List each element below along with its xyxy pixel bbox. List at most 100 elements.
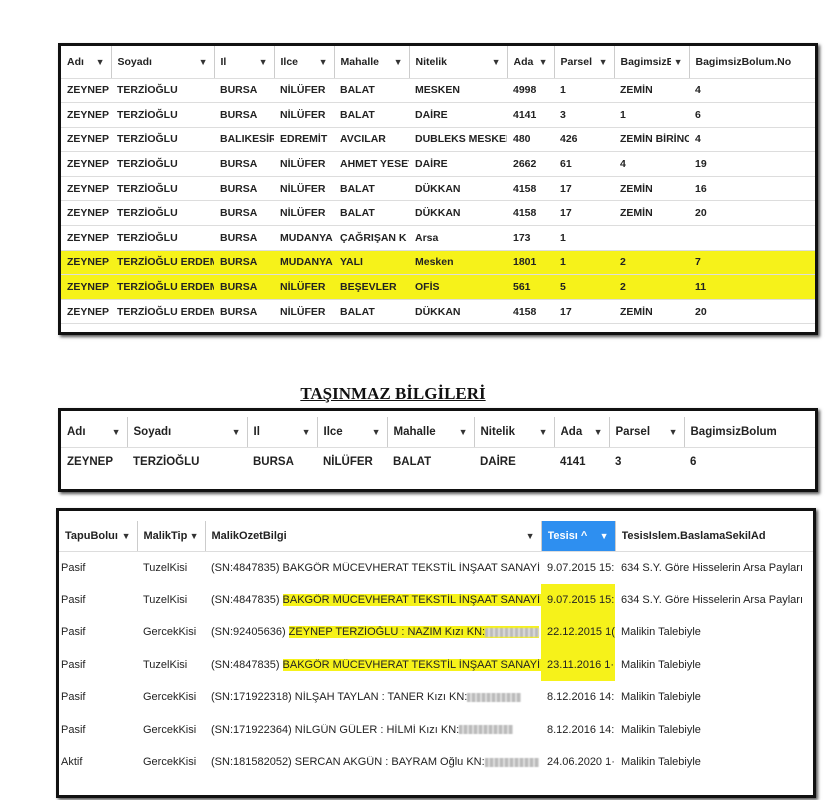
column-header-label: Ada bbox=[560, 425, 583, 438]
cell-bagimsizbolum-no: 16 bbox=[689, 176, 815, 202]
table-row[interactable]: Pasif TuzelKisi (SN:4847835) BAKGÖR MÜCEVH… bbox=[59, 551, 813, 584]
cell-ilce: NİLÜFER bbox=[274, 102, 334, 128]
column-header-tapubolu[interactable]: TapuBoluı ▼ bbox=[59, 521, 138, 552]
table-row[interactable]: Pasif TuzelKisi (SN:4847835) BAKGÖR MÜCEVH… bbox=[59, 583, 813, 616]
cell-tesis-tarih: 8.12.2016 14: bbox=[547, 723, 615, 736]
filter-icon[interactable]: ▼ bbox=[525, 530, 535, 541]
cell-malik-tip: TuzelKisi bbox=[143, 561, 188, 574]
column-header-content: Ilce ▼ bbox=[281, 56, 334, 68]
cell-nitelik: DÜKKAN bbox=[409, 200, 507, 227]
owner-summary-text: BAKGÖR MÜCEVHERAT TEKSTİL İNŞAAT SANAYİ … bbox=[282, 561, 541, 574]
filter-icon[interactable]: ▼ bbox=[491, 56, 501, 67]
cell-tapu-bolum: Pasif bbox=[61, 561, 86, 574]
table-row[interactable]: Pasif GercekKisi (SN:171922318) NİLŞAH TAY… bbox=[59, 681, 813, 714]
column-header-parsel[interactable]: Parsel ▼ bbox=[554, 46, 615, 79]
table-row[interactable]: ZEYNEP TERZİOĞLU BALIKESİR EDREMİT AVCILAR DU… bbox=[61, 127, 815, 153]
table-row[interactable]: ZEYNEP TERZİOĞLU BURSA NİLÜFER BALAT DAİRE 414… bbox=[61, 102, 815, 128]
column-header-tesisislem-baslamasekilad[interactable]: TesisIslem.BaslamaSekilAd bbox=[615, 521, 813, 552]
table-row[interactable]: ZEYNEP TERZİOĞLU BURSA NİLÜFER BALAT DAİRE 414… bbox=[61, 447, 815, 477]
filter-icon[interactable]: ▼ bbox=[458, 426, 468, 437]
column-header-mahalle[interactable]: Mahalle ▼ bbox=[334, 46, 410, 79]
filter-icon[interactable]: ▼ bbox=[593, 426, 603, 437]
filter-icon[interactable]: ▼ bbox=[95, 56, 105, 67]
column-header-ilce[interactable]: Ilce ▼ bbox=[317, 417, 388, 448]
filter-icon[interactable]: ▼ bbox=[599, 530, 609, 541]
column-header-content: Ilce ▼ bbox=[324, 426, 387, 438]
cell-soyad: TERZİOĞLU bbox=[133, 456, 200, 469]
table-row[interactable]: Pasif GercekKisi (SN:92405636) ZEYNEP TERZ… bbox=[59, 616, 813, 649]
filter-icon[interactable]: ▼ bbox=[318, 56, 328, 67]
column-header-il[interactable]: Il ▼ bbox=[247, 417, 318, 448]
column-header-label: Ilce bbox=[280, 55, 299, 68]
filter-icon[interactable]: ▼ bbox=[393, 56, 403, 67]
property-list-table: Adı ▼ Soyadı ▼ Il ▼ Ilce ▼ Mahalle ▼ Nitelik ▼ Ada ▼ P… bbox=[58, 43, 818, 335]
cell-soyad: TERZİOĞLU ERDEM bbox=[111, 299, 214, 325]
owner-summary-wrap: (SN:92405636) ZEYNEP TERZİOĞLU : NAZIM K… bbox=[211, 626, 541, 639]
table-row[interactable]: ZEYNEP TERZİOĞLU BURSA NİLÜFER BALAT DÜKKAN 41… bbox=[61, 200, 815, 227]
cell-ad: ZEYNEP bbox=[61, 250, 111, 276]
table-row[interactable]: ZEYNEP TERZİOĞLU BURSA NİLÜFER BALAT MESKEN 49… bbox=[61, 78, 815, 104]
cell-tapu-bolum: Pasif bbox=[61, 626, 86, 639]
owner-summary-wrap: (SN:4847835) BAKGÖR MÜCEVHERAT TEKSTİL İ… bbox=[211, 593, 541, 606]
column-header-mahalle[interactable]: Mahalle ▼ bbox=[387, 417, 475, 448]
column-header-malikozetbilgi[interactable]: MalikOzetBilgi ▼ bbox=[205, 521, 542, 552]
filter-icon[interactable]: ▼ bbox=[301, 426, 311, 437]
column-header-content: Ada ▼ bbox=[561, 426, 609, 438]
column-header-ada[interactable]: Ada ▼ bbox=[554, 417, 610, 448]
cell-parsel: 61 bbox=[554, 151, 614, 177]
filter-icon[interactable]: ▼ bbox=[258, 56, 268, 67]
column-header-nitelik[interactable]: Nitelik ▼ bbox=[474, 417, 555, 448]
column-header-tesis[interactable]: Tesisı ^ ▼ bbox=[541, 521, 616, 552]
cell-bagimsizb: 4 bbox=[614, 151, 689, 177]
table-row[interactable]: Pasif TuzelKisi (SN:4847835) BAKGÖR MÜCEVH… bbox=[59, 648, 813, 681]
column-header-maliktip[interactable]: MalikTip ▼ bbox=[137, 521, 206, 552]
table-row[interactable]: ZEYNEP TERZİOĞLU BURSA NİLÜFER BALAT DÜKKAN 41… bbox=[61, 176, 815, 202]
filter-icon[interactable]: ▼ bbox=[673, 56, 683, 67]
cell-tesis-tarih: 24.06.2020 1· bbox=[547, 756, 615, 769]
cell-ad: ZEYNEP bbox=[61, 151, 111, 177]
column-header-soyad[interactable]: Soyadı ▼ bbox=[127, 417, 248, 448]
column-header-bagimsizb[interactable]: BagimsizBı▼ bbox=[614, 46, 690, 79]
column-header-content: Soyadı ▼ bbox=[134, 426, 247, 438]
filter-icon[interactable]: ▼ bbox=[121, 530, 131, 541]
column-header-content: Adı ▼ bbox=[67, 426, 126, 438]
filter-icon[interactable]: ▼ bbox=[668, 426, 678, 437]
filter-icon[interactable]: ▼ bbox=[198, 56, 208, 67]
filter-icon[interactable]: ▼ bbox=[231, 426, 241, 437]
owner-summary: BAKGÖR MÜCEVHERAT TEKSTİL İNŞAAT SANAYİ … bbox=[282, 658, 541, 671]
cell-il: BALIKESİR bbox=[214, 127, 274, 153]
column-header-label: Parsel bbox=[615, 425, 651, 438]
cell-ada: 480 bbox=[507, 127, 554, 153]
cell-ad: ZEYNEP bbox=[61, 274, 111, 300]
filter-icon[interactable]: ▼ bbox=[111, 426, 121, 437]
filter-icon[interactable]: ▼ bbox=[598, 56, 608, 67]
table-row[interactable]: ZEYNEP TERZİOĞLU ERDEM BURSA NİLÜFER BEŞEVLE… bbox=[61, 274, 815, 300]
table-row[interactable]: ZEYNEP TERZİOĞLU ERDEM BURSA NİLÜFER BALAT DÜ… bbox=[61, 299, 815, 325]
filter-icon[interactable]: ▼ bbox=[538, 426, 548, 437]
column-header-bagimsizbolum-no[interactable]: BagimsizBolum.No bbox=[689, 46, 816, 79]
table-row[interactable]: ZEYNEP TERZİOĞLU ERDEM BURSA MUDANYA YALI Mes… bbox=[61, 250, 815, 276]
cell-ad: ZEYNEP bbox=[61, 299, 111, 325]
filter-icon[interactable]: ▼ bbox=[538, 56, 548, 67]
column-header-ada[interactable]: Ada ▼ bbox=[507, 46, 555, 79]
column-header-nitelik[interactable]: Nitelik ▼ bbox=[409, 46, 508, 79]
table-row[interactable]: Aktif GercekKisi (SN:181582052) SERCAN AKG… bbox=[59, 746, 813, 779]
cell-ad: ZEYNEP bbox=[67, 456, 114, 469]
filter-icon[interactable]: ▼ bbox=[189, 530, 199, 541]
column-header-ad[interactable]: Adı ▼ bbox=[61, 46, 112, 79]
column-header-il[interactable]: Il ▼ bbox=[214, 46, 275, 79]
column-header-content: BagimsizBolum.No bbox=[696, 56, 816, 68]
column-header-parsel[interactable]: Parsel ▼ bbox=[609, 417, 685, 448]
column-header-ad[interactable]: Adı ▼ bbox=[61, 417, 128, 448]
cell-bagimsizbolum-no: 11 bbox=[689, 274, 815, 300]
cell-tesis-tarih: 9.07.2015 15: bbox=[541, 583, 615, 616]
cell-malik-tip: TuzelKisi bbox=[143, 658, 188, 671]
column-header-ilce[interactable]: Ilce ▼ bbox=[274, 46, 335, 79]
column-header-soyad[interactable]: Soyadı ▼ bbox=[111, 46, 215, 79]
cell-il: BURSA bbox=[214, 200, 274, 227]
column-header-bagimsizbolum[interactable]: BagimsizBolum bbox=[684, 417, 815, 448]
table-row[interactable]: Pasif GercekKisi (SN:171922364) NİLGÜN GÜL… bbox=[59, 714, 813, 747]
filter-icon[interactable]: ▼ bbox=[371, 426, 381, 437]
table-row[interactable]: ZEYNEP TERZİOĞLU BURSA MUDANYA ÇAĞRIŞAN K Ars… bbox=[61, 225, 815, 251]
